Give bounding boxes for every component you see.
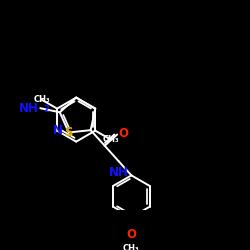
Text: O: O	[126, 228, 136, 240]
Text: CH₃: CH₃	[33, 95, 50, 104]
Text: O: O	[118, 127, 128, 140]
Text: N: N	[53, 124, 63, 137]
Text: NH: NH	[109, 166, 129, 179]
Text: 2: 2	[43, 105, 49, 114]
Text: CH₃: CH₃	[123, 244, 140, 250]
Text: NH: NH	[19, 102, 39, 115]
Text: CH₃: CH₃	[102, 135, 119, 144]
Text: S: S	[64, 126, 73, 139]
